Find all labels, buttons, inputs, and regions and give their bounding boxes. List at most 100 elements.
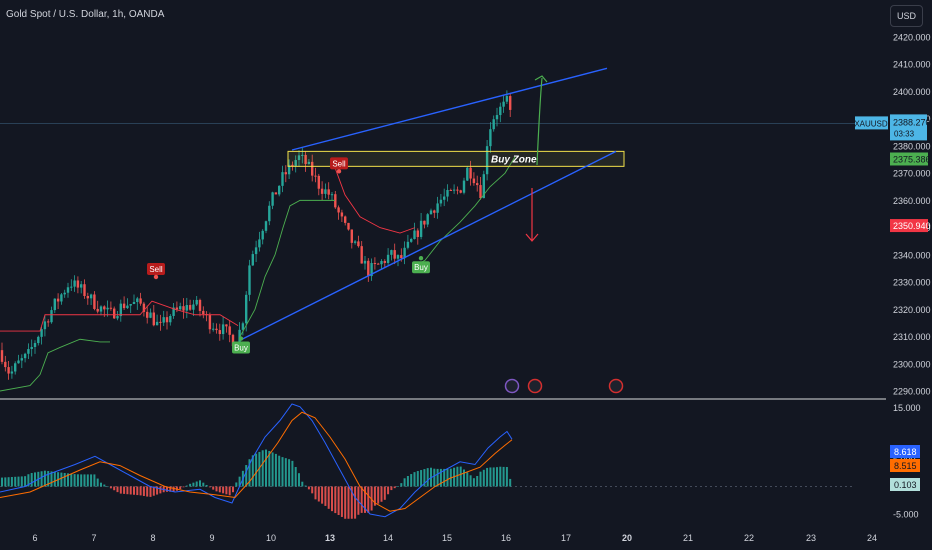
candle-body [347, 222, 350, 230]
candle-body [27, 349, 30, 354]
candle-body [330, 194, 334, 196]
candle-body [452, 189, 456, 191]
macd-histogram-bar [76, 474, 79, 487]
macd-histogram-bar [126, 486, 129, 495]
currency-button[interactable]: USD [890, 5, 923, 27]
candle-body [344, 216, 347, 223]
candle-body [60, 294, 63, 302]
macd-histogram-bar [24, 476, 27, 487]
candle-body [472, 178, 476, 184]
x-tick-label: 9 [209, 533, 214, 543]
macd-histogram-bar [311, 486, 314, 494]
macd-histogram-bar [116, 486, 119, 493]
candle-body [433, 210, 436, 213]
candle-body [307, 161, 311, 165]
candle-body [416, 230, 419, 237]
macd-histogram-bar [509, 478, 512, 487]
macd-histogram-bar [360, 486, 363, 513]
macd-histogram-bar [73, 474, 76, 487]
macd-histogram-bar [413, 472, 416, 487]
macd-histogram-bar [301, 481, 304, 487]
macd-histogram-bar [459, 466, 462, 487]
macd-histogram-bar [489, 467, 492, 487]
candle-body [218, 330, 221, 335]
candle-body [337, 207, 340, 213]
macd-histogram-bar [482, 469, 485, 487]
macd-histogram-bar [403, 478, 406, 487]
macd-histogram-bar [298, 473, 300, 487]
candle-body [231, 334, 235, 347]
macd-histogram-bar [199, 480, 201, 487]
signal-badge [147, 262, 165, 275]
up-arrowhead [534, 75, 548, 83]
macd-histogram-bar [347, 486, 350, 519]
candle-body [301, 154, 304, 156]
x-tick-label: 6 [32, 533, 37, 543]
candle-body [459, 190, 462, 193]
macd-histogram-bar [317, 486, 320, 502]
candle-body [377, 263, 380, 265]
histogram-value-tag [890, 478, 920, 491]
candle-body [248, 265, 251, 295]
candle-body [410, 239, 413, 242]
candle-body [43, 321, 47, 330]
candle-body [396, 255, 400, 259]
x-tick-label: 22 [744, 533, 754, 543]
macd-histogram-bar [446, 468, 449, 487]
macd-histogram-bar [156, 486, 159, 495]
macd-histogram-bar [4, 477, 7, 487]
macd-histogram-bar [169, 486, 172, 492]
macd-histogram-bar [7, 477, 10, 487]
y-tick-label: 2370.000 [893, 169, 931, 179]
y-tick-label: 2360.000 [893, 196, 931, 206]
macd-histogram-bar [479, 471, 482, 487]
macd-histogram-bar [274, 453, 277, 487]
candle-body [485, 146, 489, 175]
x-tick-label: 10 [266, 533, 276, 543]
signal-label: Sell [332, 159, 346, 168]
macd-histogram-bar [70, 473, 73, 487]
macd-histogram-bar [469, 475, 472, 487]
symbol-tag [855, 116, 888, 130]
candle-body [304, 154, 307, 165]
macd-histogram-bar [367, 486, 370, 513]
macd-histogram-bar [83, 474, 86, 487]
candle-body [268, 205, 271, 222]
candle-body [225, 324, 228, 327]
candle-body [393, 250, 396, 259]
candle-body [429, 210, 433, 215]
macd-histogram-bar [195, 481, 198, 487]
upper-stop-value: 2375.386 [893, 154, 931, 164]
candle-body [251, 254, 254, 266]
macd-histogram-bar [53, 471, 56, 487]
macd-histogram-bar [43, 470, 46, 487]
candle-body [7, 367, 10, 374]
macd-histogram-bar [261, 450, 264, 487]
candle-body [492, 119, 495, 130]
candle-body [350, 229, 353, 243]
macd-histogram-bar [152, 486, 155, 496]
candle-body [70, 286, 73, 288]
y-tick-label: 2400.000 [893, 87, 931, 97]
x-tick-label: 15 [442, 533, 452, 543]
candle-body [198, 299, 202, 311]
candle-body [185, 305, 188, 311]
macd-histogram-bar [20, 476, 23, 487]
macd-histogram-bar [245, 465, 248, 487]
y-tick-label: 2380.000 [893, 141, 931, 151]
candle-body [0, 350, 4, 362]
candle-body [334, 194, 337, 208]
candle-body [80, 284, 83, 288]
macd-histogram-bar [486, 467, 489, 487]
macd-histogram-bar [40, 471, 43, 487]
macd-histogram-bar [232, 486, 234, 493]
macd-histogram-bar [364, 486, 366, 513]
upper-stop-tag [890, 152, 928, 166]
macd-y-tick: 15.000 [893, 403, 921, 413]
candle-body [320, 188, 324, 194]
macd-histogram-bar [166, 486, 168, 492]
macd-histogram-bar [30, 473, 33, 487]
candle-body [449, 190, 452, 192]
